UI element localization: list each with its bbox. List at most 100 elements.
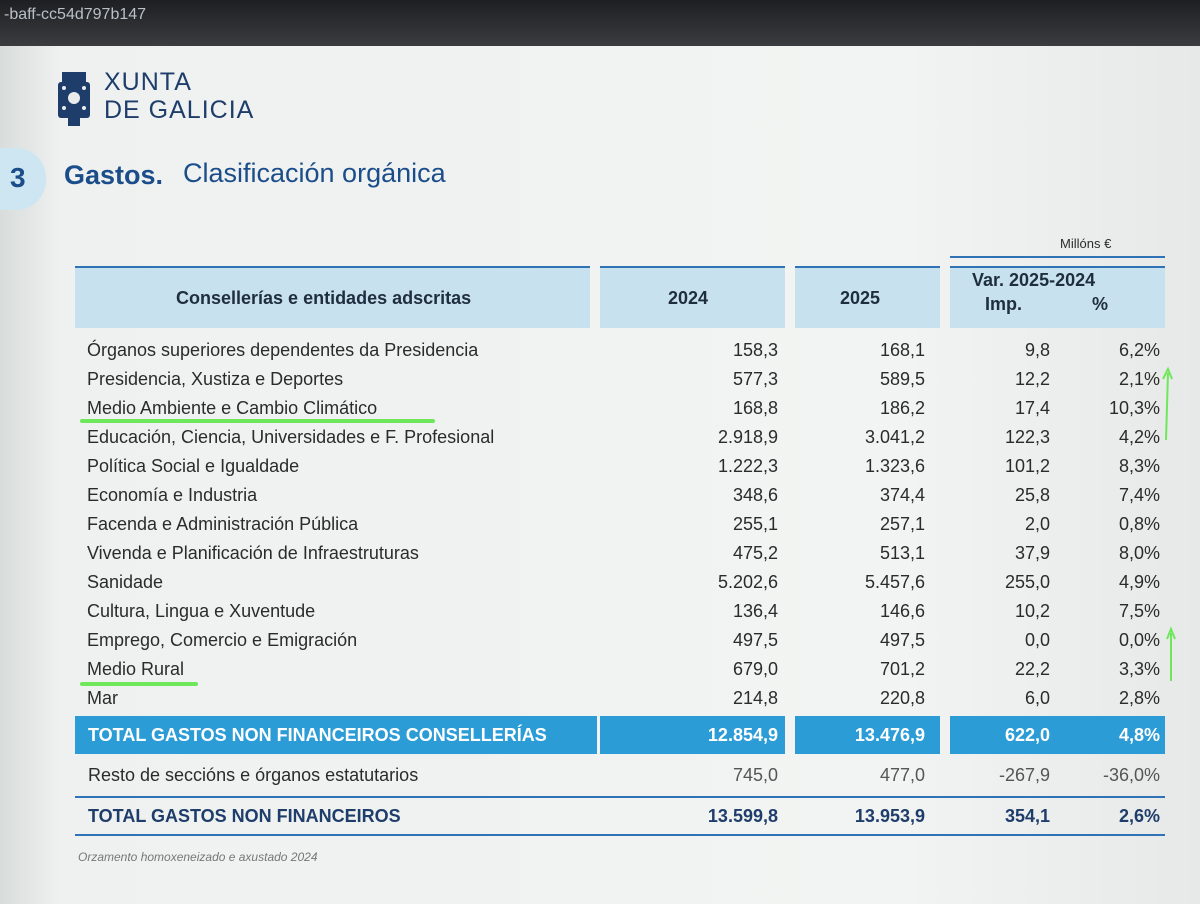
row-label: Presidencia, Xustiza e Deportes	[87, 369, 344, 389]
row-value: 136,4	[732, 601, 778, 621]
grand-total-row-value: 13.599,8	[707, 806, 778, 826]
logo-line: XUNTA	[104, 68, 192, 96]
unit-label: Millóns €	[1060, 236, 1112, 251]
highlight-underline	[80, 419, 435, 423]
row-value: 214,8	[732, 688, 778, 708]
total-band	[950, 716, 1165, 754]
grand-total-row-label: TOTAL GASTOS NON FINANCEIROS	[88, 806, 401, 826]
row-value: 4,9%	[1118, 572, 1160, 592]
section-badge	[0, 148, 46, 210]
row-value: 7,5%	[1118, 601, 1160, 621]
row-value: 101,2	[1004, 456, 1050, 476]
column-header: Var. 2025-2024	[972, 270, 1096, 290]
row-value: 2.918,9	[717, 427, 778, 447]
row-value: 0,0%	[1118, 630, 1160, 650]
row-value: 348,6	[732, 485, 778, 505]
row-value: 2,8%	[1118, 688, 1160, 708]
row-value: 8,0%	[1118, 543, 1160, 563]
resto-row-value: -267,9	[998, 765, 1050, 785]
highlight-underline	[80, 682, 198, 686]
row-value: 168,8	[732, 398, 778, 418]
row-value: 5.457,6	[864, 572, 925, 592]
row-value: 220,8	[879, 688, 925, 708]
row-value: 37,9	[1014, 543, 1050, 563]
row-value: 1.222,3	[717, 456, 778, 476]
total-band	[75, 716, 597, 754]
row-value: 701,2	[879, 659, 925, 679]
row-label: Medio Rural	[87, 659, 185, 679]
row-value: 168,1	[879, 340, 925, 360]
section-number: 3	[10, 162, 26, 193]
row-value: 17,4	[1014, 398, 1050, 418]
row-value: 2,0	[1024, 514, 1050, 534]
row-value: 122,3	[1004, 427, 1050, 447]
row-label: Mar	[87, 688, 118, 708]
row-value: 3.041,2	[864, 427, 925, 447]
logo-emblem	[58, 72, 90, 126]
row-label: Política Social e Igualdade	[87, 456, 300, 476]
row-value: 2,1%	[1118, 369, 1160, 389]
row-label: Educación, Ciencia, Universidades e F. P…	[87, 427, 495, 447]
row-value: 589,5	[879, 369, 925, 389]
grand-total-row-value: 2,6%	[1118, 806, 1160, 826]
row-label: Facenda e Administración Pública	[87, 514, 359, 534]
section-title-bold: Gastos.	[64, 160, 164, 190]
row-value: 513,1	[879, 543, 925, 563]
total-row-label: TOTAL GASTOS NON FINANCEIROS CONSELLERÍA…	[88, 725, 547, 745]
row-value: 497,5	[732, 630, 778, 650]
row-label: Medio Ambiente e Cambio Climático	[87, 398, 378, 418]
row-value: 257,1	[879, 514, 925, 534]
grand-total-row-value: 354,1	[1004, 806, 1050, 826]
total-rule	[75, 796, 1165, 798]
section-title: Clasificación orgánica	[183, 158, 446, 188]
total-row-value: 622,0	[1004, 725, 1050, 745]
total-band	[795, 716, 940, 754]
browser-bar: -baff-cc54d797b147	[0, 0, 1200, 46]
row-label: Emprego, Comercio e Emigración	[87, 630, 358, 650]
row-value: 0,0	[1024, 630, 1050, 650]
row-value: 679,0	[732, 659, 778, 679]
row-value: 6,0	[1024, 688, 1050, 708]
total-band	[600, 716, 785, 754]
row-value: 577,3	[732, 369, 778, 389]
column-header: 2025	[840, 288, 881, 308]
row-value: 8,3%	[1118, 456, 1160, 476]
row-value: 5.202,6	[717, 572, 778, 592]
column-header: %	[1092, 294, 1109, 314]
total-row-value: 4,8%	[1118, 725, 1160, 745]
row-value: 10,3%	[1108, 398, 1160, 418]
row-value: 0,8%	[1118, 514, 1160, 534]
annotation-arrow	[1166, 626, 1176, 681]
header-rule	[950, 256, 1165, 258]
row-label: Órganos superiores dependentes da Presid…	[87, 340, 479, 360]
row-value: 7,4%	[1118, 485, 1160, 505]
footnote: Orzamento homoxeneizado e axustado 2024	[78, 850, 318, 864]
row-value: 374,4	[879, 485, 925, 505]
row-value: 3,3%	[1118, 659, 1160, 679]
row-value: 4,2%	[1118, 427, 1160, 447]
header-cell	[75, 266, 590, 328]
header-cell	[795, 266, 940, 328]
row-value: 12,2	[1014, 369, 1050, 389]
document-sheet	[0, 46, 1200, 904]
column-header: Imp.	[985, 294, 1023, 314]
resto-row-value: -36,0%	[1102, 765, 1160, 785]
total-row-value: 12.854,9	[707, 725, 778, 745]
row-value: 9,8	[1024, 340, 1050, 360]
row-label: Cultura, Lingua e Xuventude	[87, 601, 316, 621]
grand-total-row-value: 13.953,9	[854, 806, 925, 826]
row-value: 255,0	[1004, 572, 1050, 592]
row-value: 25,8	[1014, 485, 1050, 505]
row-value: 475,2	[732, 543, 778, 563]
row-label: Economía e Industria	[87, 485, 258, 505]
row-value: 497,5	[879, 630, 925, 650]
row-value: 146,6	[879, 601, 925, 621]
header-cell	[950, 266, 1165, 328]
row-value: 6,2%	[1118, 340, 1160, 360]
row-label: Sanidade	[87, 572, 164, 592]
row-value: 255,1	[732, 514, 778, 534]
row-label: Vivenda e Planificación de Infraestrutur…	[87, 543, 419, 563]
row-value: 22,2	[1014, 659, 1050, 679]
resto-row-label: Resto de seccións e órganos estatutarios	[88, 765, 419, 785]
